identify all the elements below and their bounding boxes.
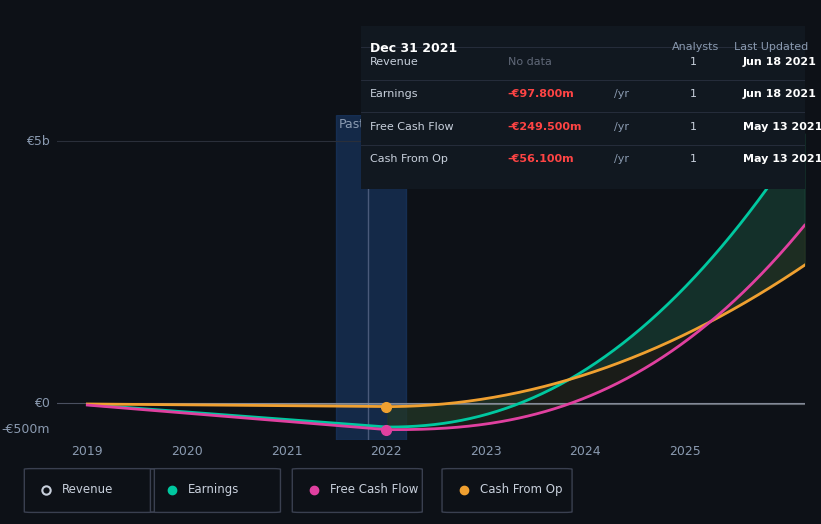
Text: Jun 18 2021: Jun 18 2021 [742,57,816,67]
Text: May 13 2021: May 13 2021 [742,155,821,165]
Text: -€97.800m: -€97.800m [507,90,575,100]
Text: Last Updated: Last Updated [734,42,808,52]
Text: €5b: €5b [26,135,50,148]
Text: 1: 1 [690,90,697,100]
Text: Cash From Op: Cash From Op [370,155,448,165]
Text: /yr: /yr [614,122,629,132]
Text: /yr: /yr [614,155,629,165]
Text: Free Cash Flow: Free Cash Flow [370,122,454,132]
Text: Revenue: Revenue [370,57,419,67]
Text: May 13 2021: May 13 2021 [742,122,821,132]
Text: Earnings: Earnings [188,484,240,496]
Text: /yr: /yr [614,90,629,100]
Text: -€500m: -€500m [2,423,50,436]
Bar [337,115,406,440]
Text: Analysts Forecasts: Analysts Forecasts [416,118,533,132]
Text: Past: Past [338,118,365,132]
Text: -€249.500m: -€249.500m [507,122,582,132]
Text: Jun 18 2021: Jun 18 2021 [742,90,816,100]
Text: 1: 1 [690,122,697,132]
Text: Dec 31 2021: Dec 31 2021 [370,42,457,56]
Text: Earnings: Earnings [370,90,419,100]
Text: 1: 1 [690,155,697,165]
Text: €0: €0 [34,397,50,410]
Text: Revenue: Revenue [62,484,113,496]
Text: -€56.100m: -€56.100m [507,155,574,165]
Text: No data: No data [507,57,552,67]
Text: Cash From Op: Cash From Op [479,484,562,496]
Text: 1: 1 [690,57,697,67]
Text: Analysts: Analysts [672,42,719,52]
Text: Free Cash Flow: Free Cash Flow [330,484,419,496]
